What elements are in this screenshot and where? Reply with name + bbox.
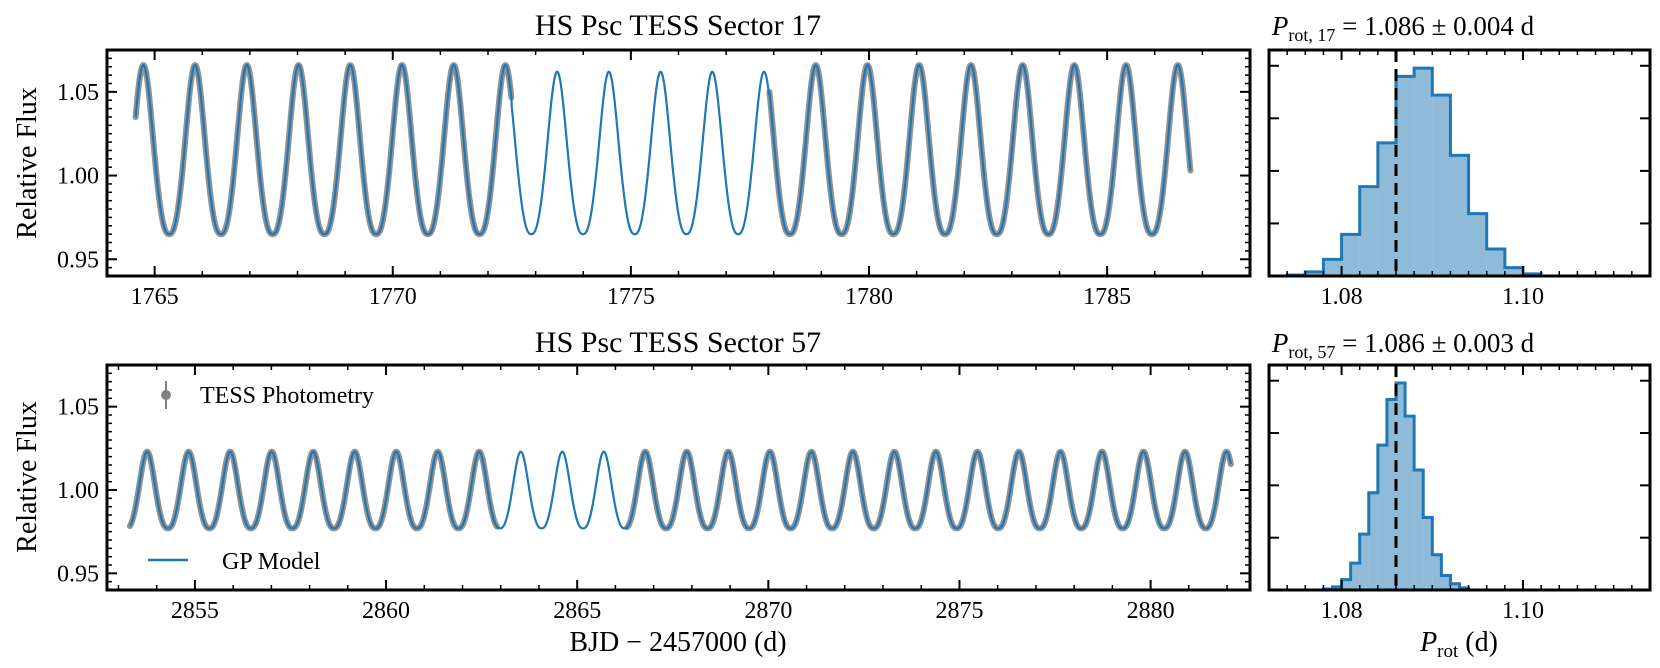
sector-57-period-bar (1359, 534, 1369, 590)
sector-57-x-tick-label: 2875 (935, 598, 983, 624)
sector-17-histogram-axes: 1.08 1.10 (1268, 50, 1650, 310)
sector-17-period-bar (1450, 155, 1469, 276)
sector-57-period-bar (1386, 399, 1396, 590)
period-symbol: P (1271, 328, 1289, 358)
sector-17-histogram-area (1285, 50, 1543, 277)
sector-57-plot-frame (105, 363, 1252, 592)
period-unit: (d) (1458, 627, 1498, 658)
legend: TESS Photometry GP Model (148, 381, 374, 575)
sector-57-period-bar (1432, 554, 1442, 590)
sector-17-period-bar (1486, 248, 1505, 276)
sector-17-period-panel: Prot, 17 = 1.086 ± 0.004 d 1.08 1.10 (1267, 11, 1652, 310)
sector-17-gp-model-line (134, 63, 1192, 236)
period-symbol: P (1419, 627, 1437, 658)
sector-57-period-x-tick-label: 1.08 (1321, 598, 1363, 624)
sector-17-period-x-tick-label: 1.10 (1502, 284, 1544, 310)
sector-17-y-tick-label: 1.00 (57, 164, 99, 190)
period-subscript: rot, 57 (1288, 342, 1335, 362)
sector-57-period-bar (1368, 492, 1378, 590)
sector-57-period-bar (1350, 563, 1360, 590)
sector-17-period-bar (1414, 68, 1433, 276)
sector-17-title: HS Psc TESS Sector 17 (535, 9, 821, 42)
sector-57-y-axis-label: Relative Flux (12, 401, 43, 553)
sector-57-period-bar (1396, 383, 1406, 590)
sector-57-y-tick-label: 1.05 (57, 395, 99, 421)
sector-17-period-bar (1377, 142, 1396, 276)
sector-17-y-tick-label: 1.05 (57, 80, 99, 106)
sector-17-y-axis-label: Relative Flux (12, 87, 43, 239)
sector-57-gp-model-line (128, 450, 1232, 530)
sector-57-histogram-area (1321, 365, 1471, 591)
sector-57-period-bar (1450, 583, 1460, 590)
sector-57-period-bar (1441, 575, 1451, 590)
sector-17-x-tick-label: 1770 (369, 284, 417, 310)
legend-photometry-marker (161, 390, 171, 400)
sector-17-x-tick-label: 1765 (131, 284, 179, 310)
sector-57-x-tick-label: 2860 (362, 598, 410, 624)
sector-57-x-tick-label: 2880 (1127, 598, 1175, 624)
sector-17-x-tick-label: 1775 (607, 284, 655, 310)
sector-17-histogram-frame (1267, 48, 1652, 278)
sector-57-axes: 2855 2860 2865 2870 2875 2880 0.95 1.00 1.05 (57, 365, 1250, 624)
sector-57-period-bar (1377, 445, 1387, 590)
period-value: = 1.086 ± 0.003 d (1335, 328, 1534, 358)
period-subscript: rot, 17 (1288, 25, 1335, 45)
sector-17-period-bar (1468, 213, 1487, 276)
sector-17-x-tick-label: 1785 (1083, 284, 1131, 310)
sector-57-title: HS Psc TESS Sector 57 (535, 326, 821, 359)
sector-57-histogram-frame (1267, 363, 1652, 592)
period-symbol: P (1271, 11, 1289, 41)
sector-17-x-tick-label: 1780 (845, 284, 893, 310)
sector-57-period-bar (1332, 586, 1342, 590)
period-value: = 1.086 ± 0.004 d (1335, 11, 1534, 41)
sector-57-period-x-tick-label: 1.10 (1502, 598, 1544, 624)
sector-57-period-bar (1341, 579, 1351, 590)
sector-17-period-title: Prot, 17 = 1.086 ± 0.004 d (1271, 11, 1535, 45)
period-x-axis-label: Prot (d) (1419, 627, 1498, 662)
sector-17-period-x-tick-label: 1.08 (1321, 284, 1363, 310)
sector-17-period-bar (1341, 234, 1360, 276)
sector-17-light-curve-panel: HS Psc TESS Sector 17 1765 1770 1775 1780 17… (12, 9, 1252, 310)
sector-57-period-title: Prot, 57 = 1.086 ± 0.003 d (1271, 328, 1535, 362)
sector-17-period-bar (1504, 267, 1523, 276)
sector-17-period-histogram-outline (1285, 66, 1543, 277)
sector-57-x-tick-label: 2870 (744, 598, 792, 624)
sector-17-axes: 1765 1770 1775 1780 1785 0.95 1.00 1.05 (57, 50, 1251, 310)
sector-17-y-tick-label: 0.95 (57, 247, 99, 273)
sector-57-light-curve-panel: HS Psc TESS Sector 57 2855 2860 2865 2870 28… (12, 326, 1252, 658)
sector-57-period-bar (1405, 416, 1415, 590)
sector-57-plot-area (126, 448, 1234, 532)
x-axis-label: BJD − 2457000 (d) (569, 627, 786, 658)
legend-photometry-label: TESS Photometry (200, 383, 374, 409)
legend-model-label: GP Model (222, 549, 321, 575)
sector-17-period-bar (1396, 76, 1415, 277)
sector-57-y-tick-label: 0.95 (57, 561, 99, 587)
sector-17-period-bar (1305, 271, 1324, 276)
sector-57-period-bar (1414, 469, 1424, 590)
period-subscript: rot (1437, 641, 1459, 662)
sector-57-period-bar (1423, 517, 1433, 590)
sector-57-period-panel: Prot, 57 = 1.086 ± 0.003 d 1.08 1.10 Prot… (1267, 328, 1652, 662)
sector-17-period-bar (1359, 186, 1378, 276)
sector-17-period-bar (1323, 259, 1342, 276)
sector-17-period-bar (1432, 95, 1451, 277)
sector-57-y-tick-label: 1.00 (57, 478, 99, 504)
sector-17-plot-area (132, 62, 1194, 238)
sector-57-x-tick-label: 2865 (553, 598, 601, 624)
sector-57-x-tick-label: 2855 (171, 598, 219, 624)
sector-57-histogram-axes: 1.08 1.10 (1268, 365, 1650, 624)
